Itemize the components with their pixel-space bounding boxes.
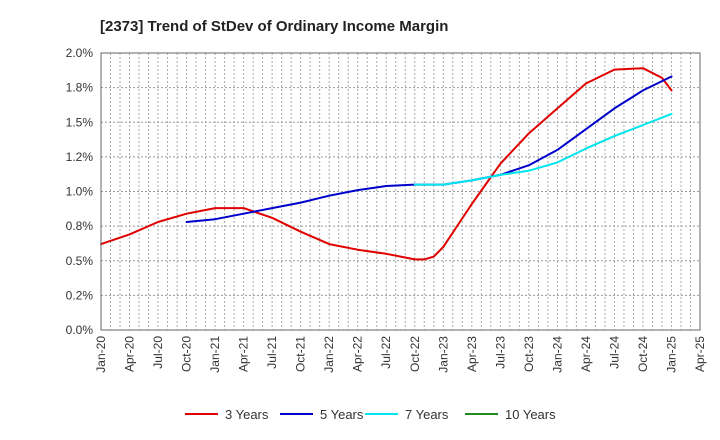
y-tick-label: 0.2% bbox=[66, 288, 94, 302]
legend-label: 5 Years bbox=[320, 407, 364, 422]
x-tick-label: Jan-21 bbox=[208, 336, 222, 373]
x-tick-label: Apr-23 bbox=[465, 336, 479, 372]
series-lines bbox=[100, 67, 673, 261]
y-tick-label: 0.8% bbox=[66, 219, 94, 233]
series-line bbox=[413, 112, 673, 186]
y-axis-ticks: 0.0% 0.2% 0.5% 0.8% 1.0% 1.2% 1.5% 1.8% 2.0% bbox=[66, 46, 94, 337]
y-tick-label: 1.2% bbox=[66, 150, 94, 164]
x-tick-label: Jan-22 bbox=[322, 336, 336, 373]
x-tick-label: Oct-22 bbox=[408, 336, 422, 372]
legend-label: 7 Years bbox=[405, 407, 449, 422]
x-tick-label: Jul-23 bbox=[493, 336, 507, 369]
y-tick-label: 0.0% bbox=[66, 323, 94, 337]
chart-title: [2373] Trend of StDev of Ordinary Income… bbox=[100, 18, 448, 35]
series-line bbox=[100, 67, 673, 261]
x-tick-label: Apr-22 bbox=[351, 336, 365, 372]
x-tick-label: Oct-24 bbox=[636, 336, 650, 372]
grid bbox=[100, 52, 701, 331]
y-tick-label: 2.0% bbox=[66, 46, 94, 60]
x-tick-label: Jan-24 bbox=[550, 336, 564, 373]
y-tick-label: 1.5% bbox=[66, 115, 94, 129]
x-tick-label: Jul-24 bbox=[607, 336, 621, 369]
legend-label: 3 Years bbox=[225, 407, 269, 422]
legend: 3 Years 5 Years 7 Years 10 Years bbox=[185, 407, 556, 422]
x-tick-label: Jul-22 bbox=[379, 336, 393, 369]
x-tick-label: Oct-21 bbox=[294, 336, 308, 372]
x-tick-label: Oct-23 bbox=[522, 336, 536, 372]
y-tick-label: 0.5% bbox=[66, 254, 94, 268]
x-axis-ticks: Jan-20 Apr-20 Jul-20 Oct-20 Jan-21 Apr-21 Jul-… bbox=[94, 336, 707, 373]
x-tick-label: Apr-21 bbox=[237, 336, 251, 372]
x-tick-label: Apr-24 bbox=[579, 336, 593, 372]
x-tick-label: Jan-20 bbox=[94, 336, 108, 373]
series-line bbox=[185, 75, 673, 223]
y-tick-label: 1.8% bbox=[66, 81, 94, 95]
y-tick-label: 1.0% bbox=[66, 185, 94, 199]
x-tick-label: Apr-25 bbox=[693, 336, 707, 372]
x-tick-label: Jan-23 bbox=[436, 336, 450, 373]
x-tick-label: Jul-20 bbox=[151, 336, 165, 369]
legend-label: 10 Years bbox=[505, 407, 556, 422]
x-tick-label: Jul-21 bbox=[265, 336, 279, 369]
x-tick-label: Jan-25 bbox=[664, 336, 678, 373]
plot-frame bbox=[100, 52, 701, 331]
x-tick-label: Apr-20 bbox=[123, 336, 137, 372]
x-tick-label: Oct-20 bbox=[180, 336, 194, 372]
